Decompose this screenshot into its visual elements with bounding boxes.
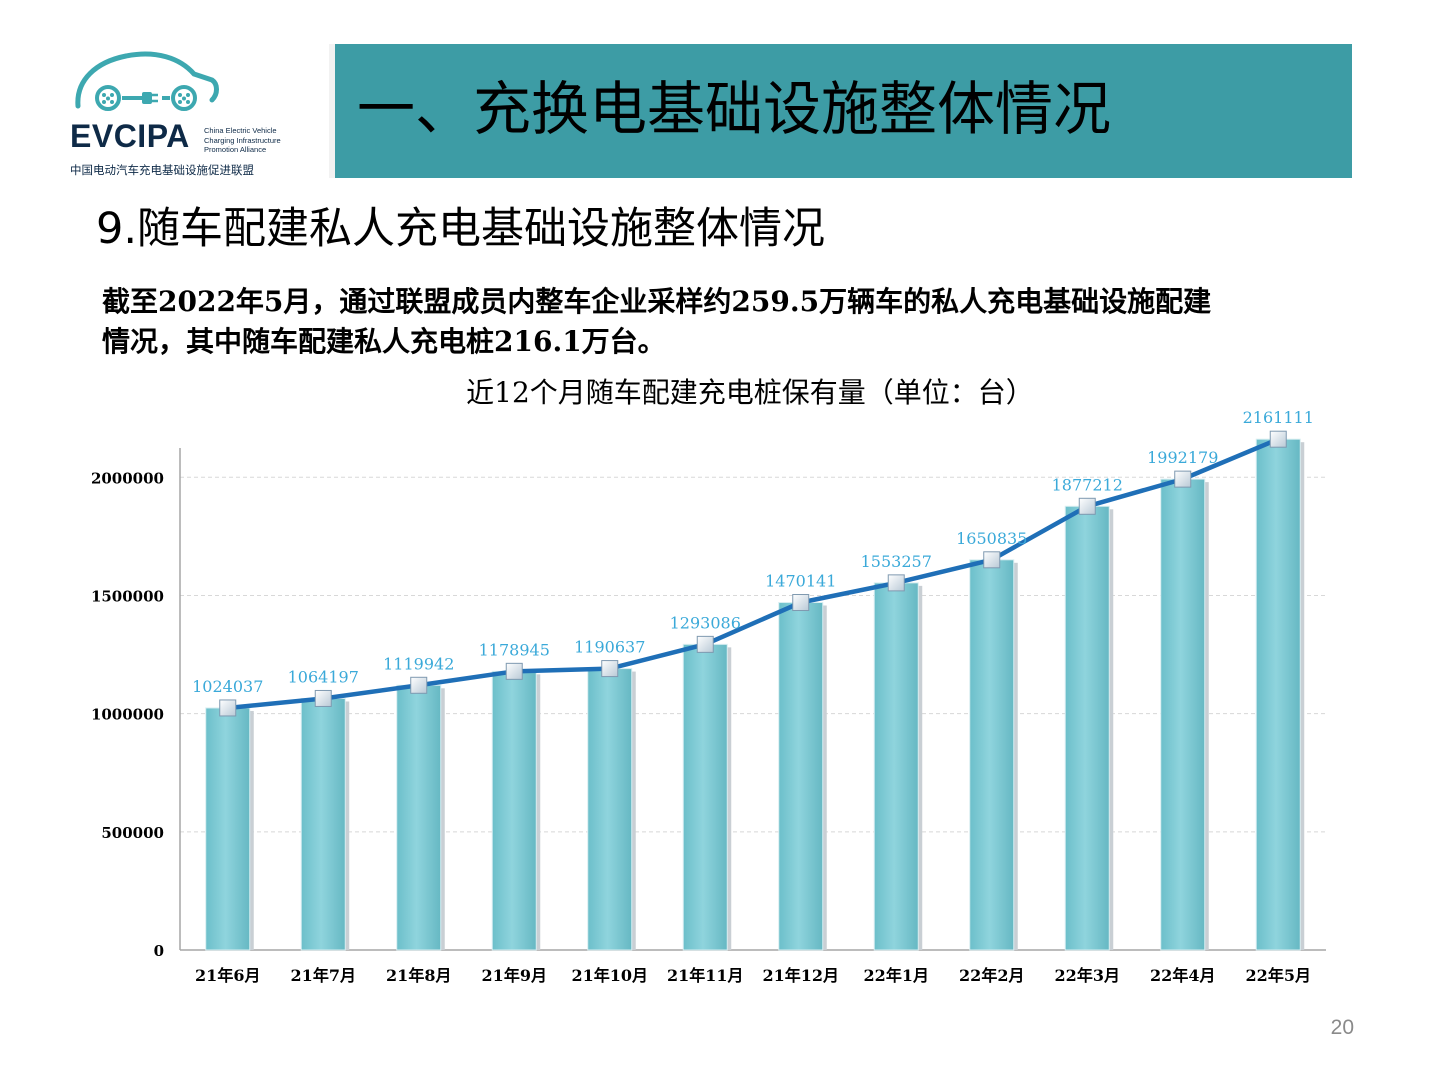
data-label: 1119942	[383, 654, 454, 673]
line-marker	[314, 689, 332, 707]
logo-english-name: China Electric Vehicle Charging Infrastr…	[204, 126, 281, 154]
y-tick-label: 1500000	[91, 587, 164, 605]
x-tick-label: 21年6月	[195, 966, 260, 985]
y-tick-label: 500000	[101, 824, 164, 842]
logo-wordmark: EVCIPA	[70, 118, 190, 154]
x-tick-label: 21年11月	[667, 966, 744, 985]
data-label: 1064197	[288, 667, 359, 686]
grid-lines	[180, 476, 1326, 833]
line-marker	[219, 699, 237, 717]
line-marker	[1269, 430, 1287, 448]
data-labels: 1024037 1064197 1119942 1178945 1190637 12930…	[192, 408, 1314, 696]
chart-title: 近12个月随车配建充电桩保有量（单位：台）	[466, 376, 1034, 409]
x-tick-label: 21年12月	[762, 966, 839, 985]
axes	[179, 448, 1326, 951]
bar	[1160, 478, 1206, 951]
x-tick-label: 22年2月	[959, 966, 1024, 985]
y-axis-ticks: 0 500000 1000000 1500000 2000000	[91, 469, 164, 960]
x-tick-label: 21年10月	[571, 966, 648, 985]
line-marker	[601, 660, 619, 678]
bar	[969, 559, 1015, 951]
x-tick-label: 22年5月	[1246, 966, 1311, 985]
car-plug-icon	[75, 51, 219, 111]
bar	[778, 602, 824, 951]
description-line-1: 截至2022年5月，通过联盟成员内整车企业采样约259.5万辆车的私人充电基础设…	[102, 285, 1212, 318]
chart-title-wrapper: 近12个月随车配建充电桩保有量（单位：台）	[0, 373, 1440, 413]
bar	[587, 668, 633, 951]
data-label: 1293086	[670, 613, 741, 632]
line-marker	[505, 662, 523, 680]
data-label: 1178945	[479, 640, 550, 659]
title-banner: 一、充换电基础设施整体情况	[335, 44, 1352, 178]
bar	[491, 670, 537, 951]
y-tick-label: 0	[154, 942, 164, 960]
bar	[682, 643, 728, 951]
data-label: 1650835	[956, 529, 1027, 548]
line-marker	[887, 574, 905, 592]
bar	[873, 582, 919, 951]
y-tick-label: 2000000	[91, 469, 164, 487]
page-title: 一、充换电基础设施整体情况	[357, 75, 1112, 143]
bar	[205, 707, 251, 951]
x-tick-label: 22年4月	[1150, 966, 1215, 985]
line-marker	[792, 594, 810, 612]
line-marker	[1078, 497, 1096, 515]
line-marker	[983, 551, 1001, 569]
bars	[205, 438, 1305, 951]
data-label: 2161111	[1243, 408, 1314, 427]
bar	[396, 684, 442, 951]
x-tick-label: 21年8月	[386, 966, 451, 985]
data-label: 1992179	[1147, 448, 1218, 467]
line-marker	[1174, 470, 1192, 488]
logo-chinese-name: 中国电动汽车充电基础设施促进联盟	[70, 163, 254, 177]
data-label: 1024037	[192, 677, 263, 696]
bar	[1255, 438, 1301, 951]
x-tick-label: 21年9月	[482, 966, 547, 985]
page-number: 20	[1330, 1016, 1354, 1039]
line-marker	[410, 676, 428, 694]
data-label: 1190637	[574, 638, 645, 657]
x-axis-ticks: 21年6月 21年7月 21年8月 21年9月 21年10月 21年11月 21年12月 22…	[195, 966, 1311, 985]
data-label: 1553257	[861, 552, 932, 571]
y-tick-label: 1000000	[91, 706, 164, 724]
x-tick-label: 22年3月	[1055, 966, 1120, 985]
evcipa-logo: EVCIPA China Electric Vehicle Charging I…	[66, 40, 316, 190]
series-line	[227, 437, 1280, 711]
x-tick-label: 21年7月	[291, 966, 356, 985]
x-tick-label: 22年1月	[864, 966, 929, 985]
section-title: 9.随车配建私人充电基础设施整体情况	[96, 204, 826, 254]
bar	[1064, 505, 1110, 951]
description-line-2: 情况，其中随车配建私人充电桩216.1万台。	[102, 325, 666, 358]
bar	[300, 697, 346, 951]
line-marker	[696, 635, 714, 653]
trend-line	[219, 430, 1287, 717]
data-label: 1470141	[765, 572, 836, 591]
description: 截至2022年5月，通过联盟成员内整车企业采样约259.5万辆车的私人充电基础设…	[102, 282, 1372, 362]
data-label: 1877212	[1052, 475, 1123, 494]
